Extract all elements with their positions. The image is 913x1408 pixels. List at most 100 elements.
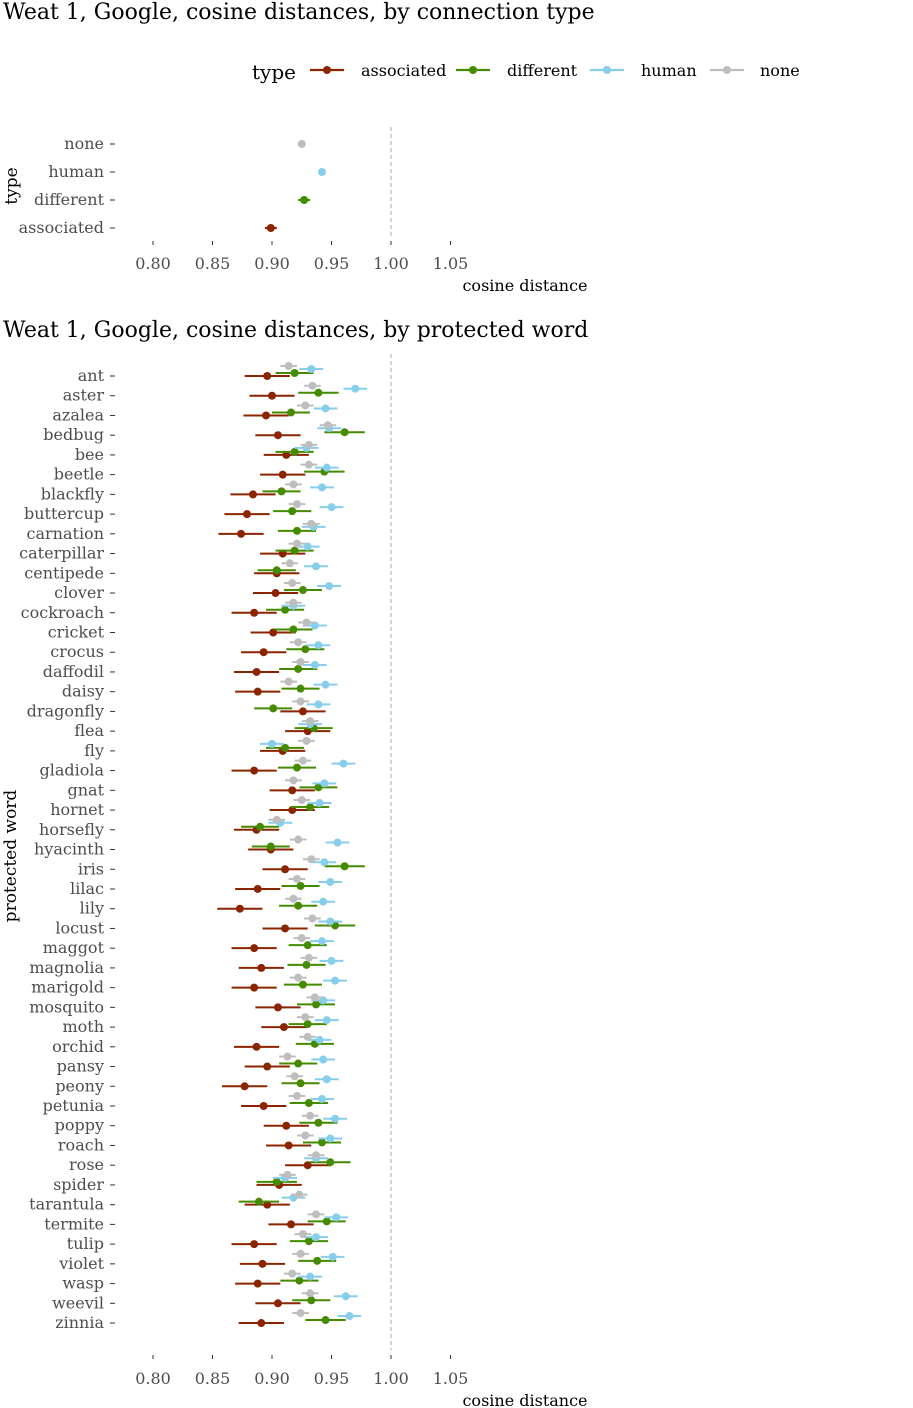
point-associated: [252, 1042, 261, 1051]
point-different: [302, 960, 311, 969]
point-none: [307, 519, 316, 528]
y-tick-label-termite: termite: [44, 1214, 104, 1233]
point-none: [298, 756, 307, 765]
point-different: [314, 783, 323, 792]
y-tick-label-ant: ant: [78, 366, 105, 385]
point-different: [314, 1118, 323, 1127]
point-different: [301, 645, 310, 654]
point-different: [290, 546, 299, 555]
point-associated: [284, 1141, 293, 1150]
point-human: [351, 384, 360, 393]
point-none: [301, 401, 310, 410]
point-associated: [250, 983, 259, 992]
point-different: [266, 842, 275, 851]
point-different: [296, 1079, 305, 1088]
point-none: [297, 796, 306, 805]
point-none: [294, 638, 303, 647]
point-none: [292, 1092, 301, 1101]
y-tick-label-centipede: centipede: [24, 563, 104, 582]
point-associated: [258, 1259, 267, 1268]
point-none: [294, 973, 303, 982]
point-associated: [252, 667, 261, 676]
point-different: [317, 1138, 326, 1147]
point-associated: [278, 470, 287, 479]
y-tick-label-by-type: human: [48, 162, 104, 181]
point-associated: [253, 884, 262, 893]
point-human: [268, 739, 276, 748]
y-tick-label-rose: rose: [69, 1155, 104, 1174]
y-tick-label-cockroach: cockroach: [21, 603, 104, 622]
chart-title-by-type: Weat 1, Google, cosine distances, by con…: [3, 0, 595, 25]
point-human: [319, 1055, 328, 1064]
panel-by-type: Weat 1, Google, cosine distances, by con…: [2, 0, 800, 295]
y-tick-label-gnat: gnat: [67, 780, 104, 799]
y-tick-label-buttercup: buttercup: [24, 504, 104, 523]
point-none: [289, 776, 298, 785]
y-tick-label-bee: bee: [75, 445, 104, 464]
by-type-x-tick-label: 0.85: [195, 254, 231, 273]
y-tick-label-poppy: poppy: [55, 1116, 104, 1135]
point-associated: [248, 490, 257, 499]
point-human: [314, 700, 323, 709]
point-associated: [250, 944, 259, 953]
point-none: [297, 140, 306, 148]
point-none: [297, 934, 306, 943]
y-tick-label-by-type: none: [64, 134, 104, 153]
point-associated: [259, 648, 268, 657]
legend-label-different: different: [507, 61, 578, 80]
point-human: [317, 483, 326, 492]
y-tick-label-beetle: beetle: [54, 465, 104, 484]
point-associated: [273, 1299, 282, 1308]
legend-label-human: human: [641, 61, 697, 80]
point-associated: [235, 904, 244, 913]
by-type-x-tick-label: 1.00: [373, 254, 409, 273]
point-human: [321, 404, 330, 413]
by-word-x-tick-label: 0.90: [254, 1369, 290, 1388]
point-different: [321, 1316, 330, 1325]
point-different: [269, 704, 278, 713]
point-associated: [262, 411, 271, 420]
y-tick-label-iris: iris: [78, 859, 104, 878]
y-tick-label-caterpillar: caterpillar: [19, 544, 104, 563]
point-none: [303, 1032, 312, 1041]
point-different: [306, 803, 315, 812]
by-word-x-tick-label: 0.85: [195, 1369, 231, 1388]
point-none: [272, 815, 281, 824]
y-tick-label-blackfly: blackfly: [41, 484, 104, 503]
y-tick-label-horsefly: horsefly: [39, 820, 104, 839]
point-human: [317, 937, 326, 946]
point-human: [322, 1075, 331, 1084]
point-different: [294, 664, 303, 673]
x-axis-label-by-word: cosine distance: [462, 1391, 587, 1408]
point-different: [277, 487, 286, 496]
point-human: [306, 1272, 315, 1281]
point-none: [296, 697, 305, 706]
point-none: [304, 440, 313, 449]
point-associated: [268, 391, 276, 400]
point-human: [327, 956, 336, 965]
point-different: [340, 862, 349, 871]
point-different: [300, 196, 309, 204]
point-different: [303, 1020, 312, 1029]
legend-swatch-dot-none: [723, 66, 731, 74]
point-none: [307, 855, 316, 864]
point-associated: [282, 1121, 291, 1130]
point-different: [298, 980, 307, 989]
point-human: [345, 1312, 354, 1321]
y-tick-label-marigold: marigold: [31, 978, 104, 997]
point-human: [315, 799, 324, 808]
point-human: [315, 1035, 324, 1044]
point-none: [298, 1230, 307, 1239]
point-human: [314, 641, 323, 650]
y-tick-label-locust: locust: [55, 918, 104, 937]
by-type-x-tick-label: 0.90: [254, 254, 290, 273]
point-associated: [279, 1023, 288, 1032]
point-none: [290, 1072, 299, 1081]
point-associated: [257, 963, 266, 972]
point-human: [325, 582, 334, 591]
legend-title: type: [252, 60, 296, 84]
point-none: [302, 618, 311, 627]
y-tick-label-lilac: lilac: [70, 879, 104, 898]
y-tick-label-aster: aster: [63, 386, 105, 405]
